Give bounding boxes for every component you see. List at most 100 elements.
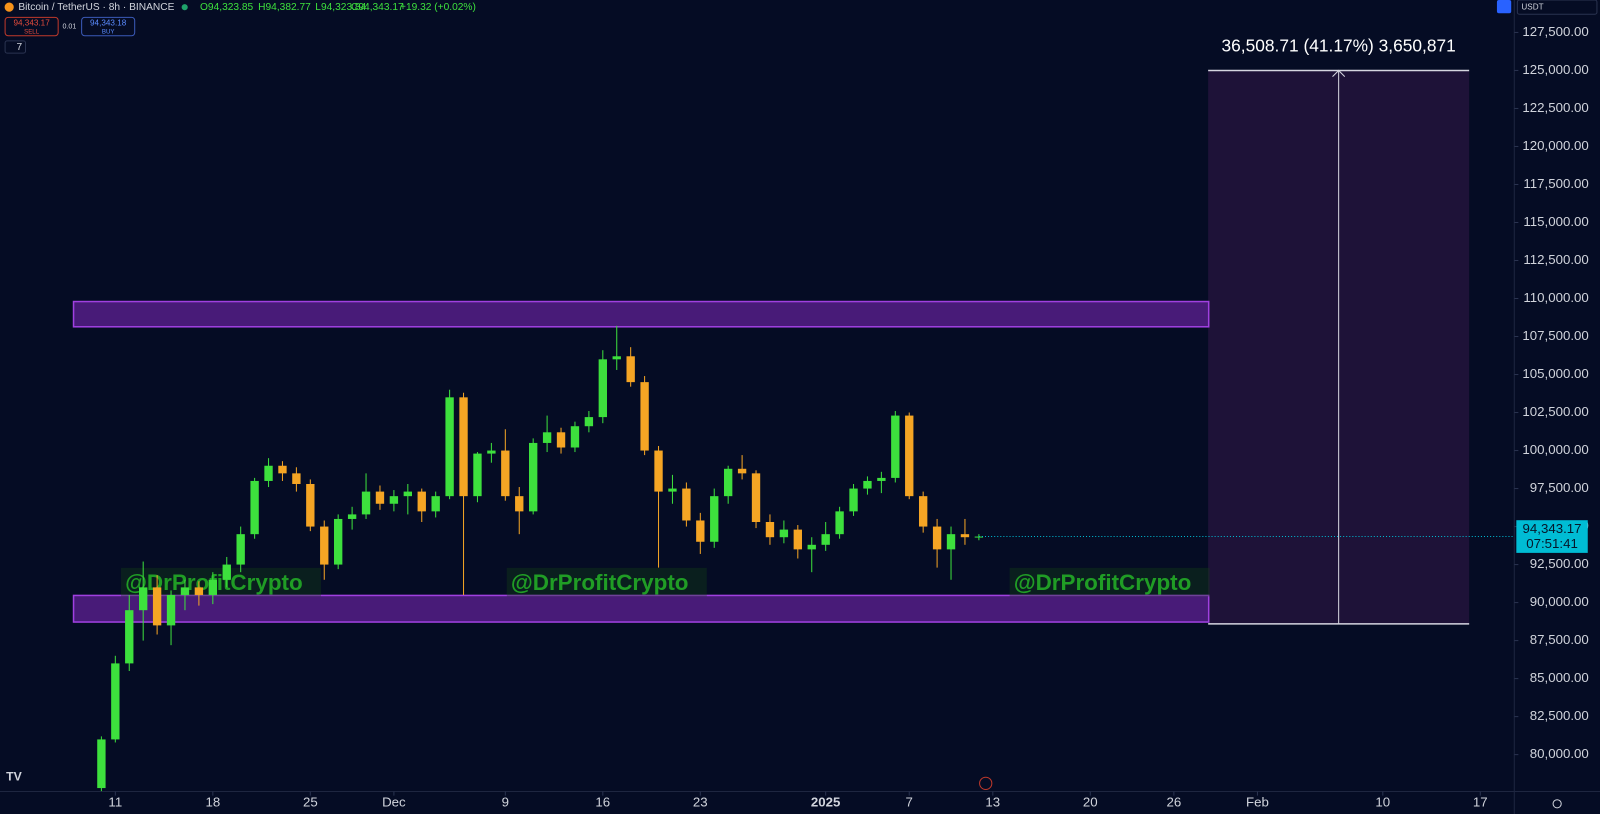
buy-button[interactable]: [81, 16, 136, 37]
toolbar-button[interactable]: [1496, 0, 1512, 14]
candle-body: [403, 491, 412, 497]
x-tick-label: 9: [502, 794, 509, 809]
logo: TV: [6, 769, 22, 783]
x-tick-label: 26: [1166, 794, 1181, 809]
y-tick-label: 80,000.00: [1530, 746, 1589, 761]
candle-body: [849, 488, 858, 512]
y-tick-label: 110,000.00: [1523, 290, 1588, 305]
candle-body: [668, 488, 677, 492]
candle-body: [97, 739, 106, 789]
candle-body: [612, 356, 621, 360]
last-price-label: 94,343.17: [1523, 521, 1582, 536]
candle-body: [389, 496, 399, 504]
x-tick-label: 7: [906, 794, 913, 809]
candle-body: [765, 522, 775, 538]
candle-body: [250, 480, 259, 535]
y-tick-label: 92,500.00: [1530, 556, 1589, 571]
x-tick-label: Feb: [1246, 794, 1269, 809]
settings-icon[interactable]: [1552, 799, 1562, 809]
countdown: 07:51:41: [1526, 536, 1578, 551]
ohlc-open: O94,323.85: [200, 2, 254, 13]
ohlc-close: C94,343.17: [351, 2, 404, 13]
candle-body: [264, 465, 273, 481]
zone: [72, 300, 1210, 328]
candle-body: [445, 397, 454, 497]
candle-body: [208, 579, 218, 595]
axes: 80,000.00 82,500.00 85,000.00 87,500.00 90,0…: [108, 24, 1588, 809]
zone: [72, 594, 1210, 623]
y-tick-label: 117,500.00: [1523, 176, 1588, 191]
candle-body: [459, 397, 468, 497]
sell-button[interactable]: [4, 16, 59, 37]
candle-body: [542, 432, 552, 443]
candle-body: [417, 491, 426, 512]
drawings: 36,508.71 (41.17%) 3,650,871: [72, 36, 1470, 625]
candle-body: [918, 496, 928, 527]
y-tick-label: 105,000.00: [1522, 366, 1588, 381]
candle-body: [835, 511, 844, 535]
candle-body: [375, 491, 385, 504]
symbol-icon: [4, 2, 14, 12]
y-tick-label: 127,500.00: [1522, 24, 1588, 39]
measure-label: 36,508.71 (41.17%) 3,650,871: [1222, 36, 1456, 56]
candle-body: [236, 534, 245, 565]
candle-body: [556, 432, 566, 448]
x-tick-label: 16: [595, 794, 610, 809]
indicators-count: 7: [17, 42, 23, 53]
y-tick-label: 115,000.00: [1523, 214, 1588, 229]
currency: USDT: [1521, 2, 1543, 11]
quantity: 0.01: [62, 22, 76, 30]
measure-arrowhead: [1332, 69, 1346, 77]
y-tick-label: 100,000.00: [1522, 442, 1588, 457]
candle-body: [487, 450, 496, 454]
candle-body: [584, 417, 594, 427]
sell-price: 94,343.17: [13, 19, 50, 28]
x-tick-label: 13: [985, 794, 1000, 809]
buy-price: 94,343.18: [90, 19, 127, 28]
symbol: Bitcoin / TetherUS · 8h · BINANCE: [18, 2, 174, 13]
ohlc-high: H94,382.77: [258, 2, 311, 13]
candle-body: [292, 473, 301, 484]
candle-body: [528, 442, 538, 512]
candle-body: [751, 473, 761, 523]
candle-body: [501, 450, 510, 497]
candle-body: [946, 534, 956, 550]
y-tick-label: 87,500.00: [1530, 632, 1589, 647]
candle-body: [515, 496, 524, 512]
candle-body: [320, 526, 329, 565]
x-tick-label: 17: [1473, 794, 1488, 809]
candle-body: [361, 491, 371, 515]
event-icon[interactable]: [979, 776, 993, 790]
x-tick-label: 18: [205, 794, 220, 809]
candle-body: [932, 526, 942, 550]
y-tick-label: 82,500.00: [1530, 708, 1589, 723]
last-price-tag: [1516, 520, 1588, 553]
candle-body: [334, 518, 343, 565]
candle-body: [222, 564, 231, 580]
market-status: [181, 4, 188, 11]
candle-body: [598, 359, 607, 418]
candle-body: [570, 426, 580, 448]
indicators-toggle[interactable]: [4, 40, 27, 54]
candle-body: [640, 382, 649, 451]
y-tick-label: 102,500.00: [1522, 404, 1588, 419]
candle-body: [821, 534, 830, 545]
y-tick-label: 125,000.00: [1522, 62, 1588, 77]
candle-body: [473, 453, 482, 497]
candle-body: [877, 477, 886, 481]
candle-body: [194, 587, 204, 595]
candle-body: [125, 610, 134, 664]
candle-body: [737, 468, 747, 474]
currency-select[interactable]: [1516, 0, 1598, 15]
candle-body: [626, 356, 635, 383]
candle-body: [139, 587, 148, 611]
candle-body: [723, 468, 733, 497]
candle-body: [166, 594, 176, 626]
candle-body: [863, 480, 872, 489]
x-tick-label: 11: [108, 794, 122, 809]
candle-body: [306, 483, 315, 527]
candle-body: [960, 534, 970, 538]
candle-body: [779, 529, 789, 538]
y-tick-label: 122,500.00: [1522, 100, 1588, 115]
